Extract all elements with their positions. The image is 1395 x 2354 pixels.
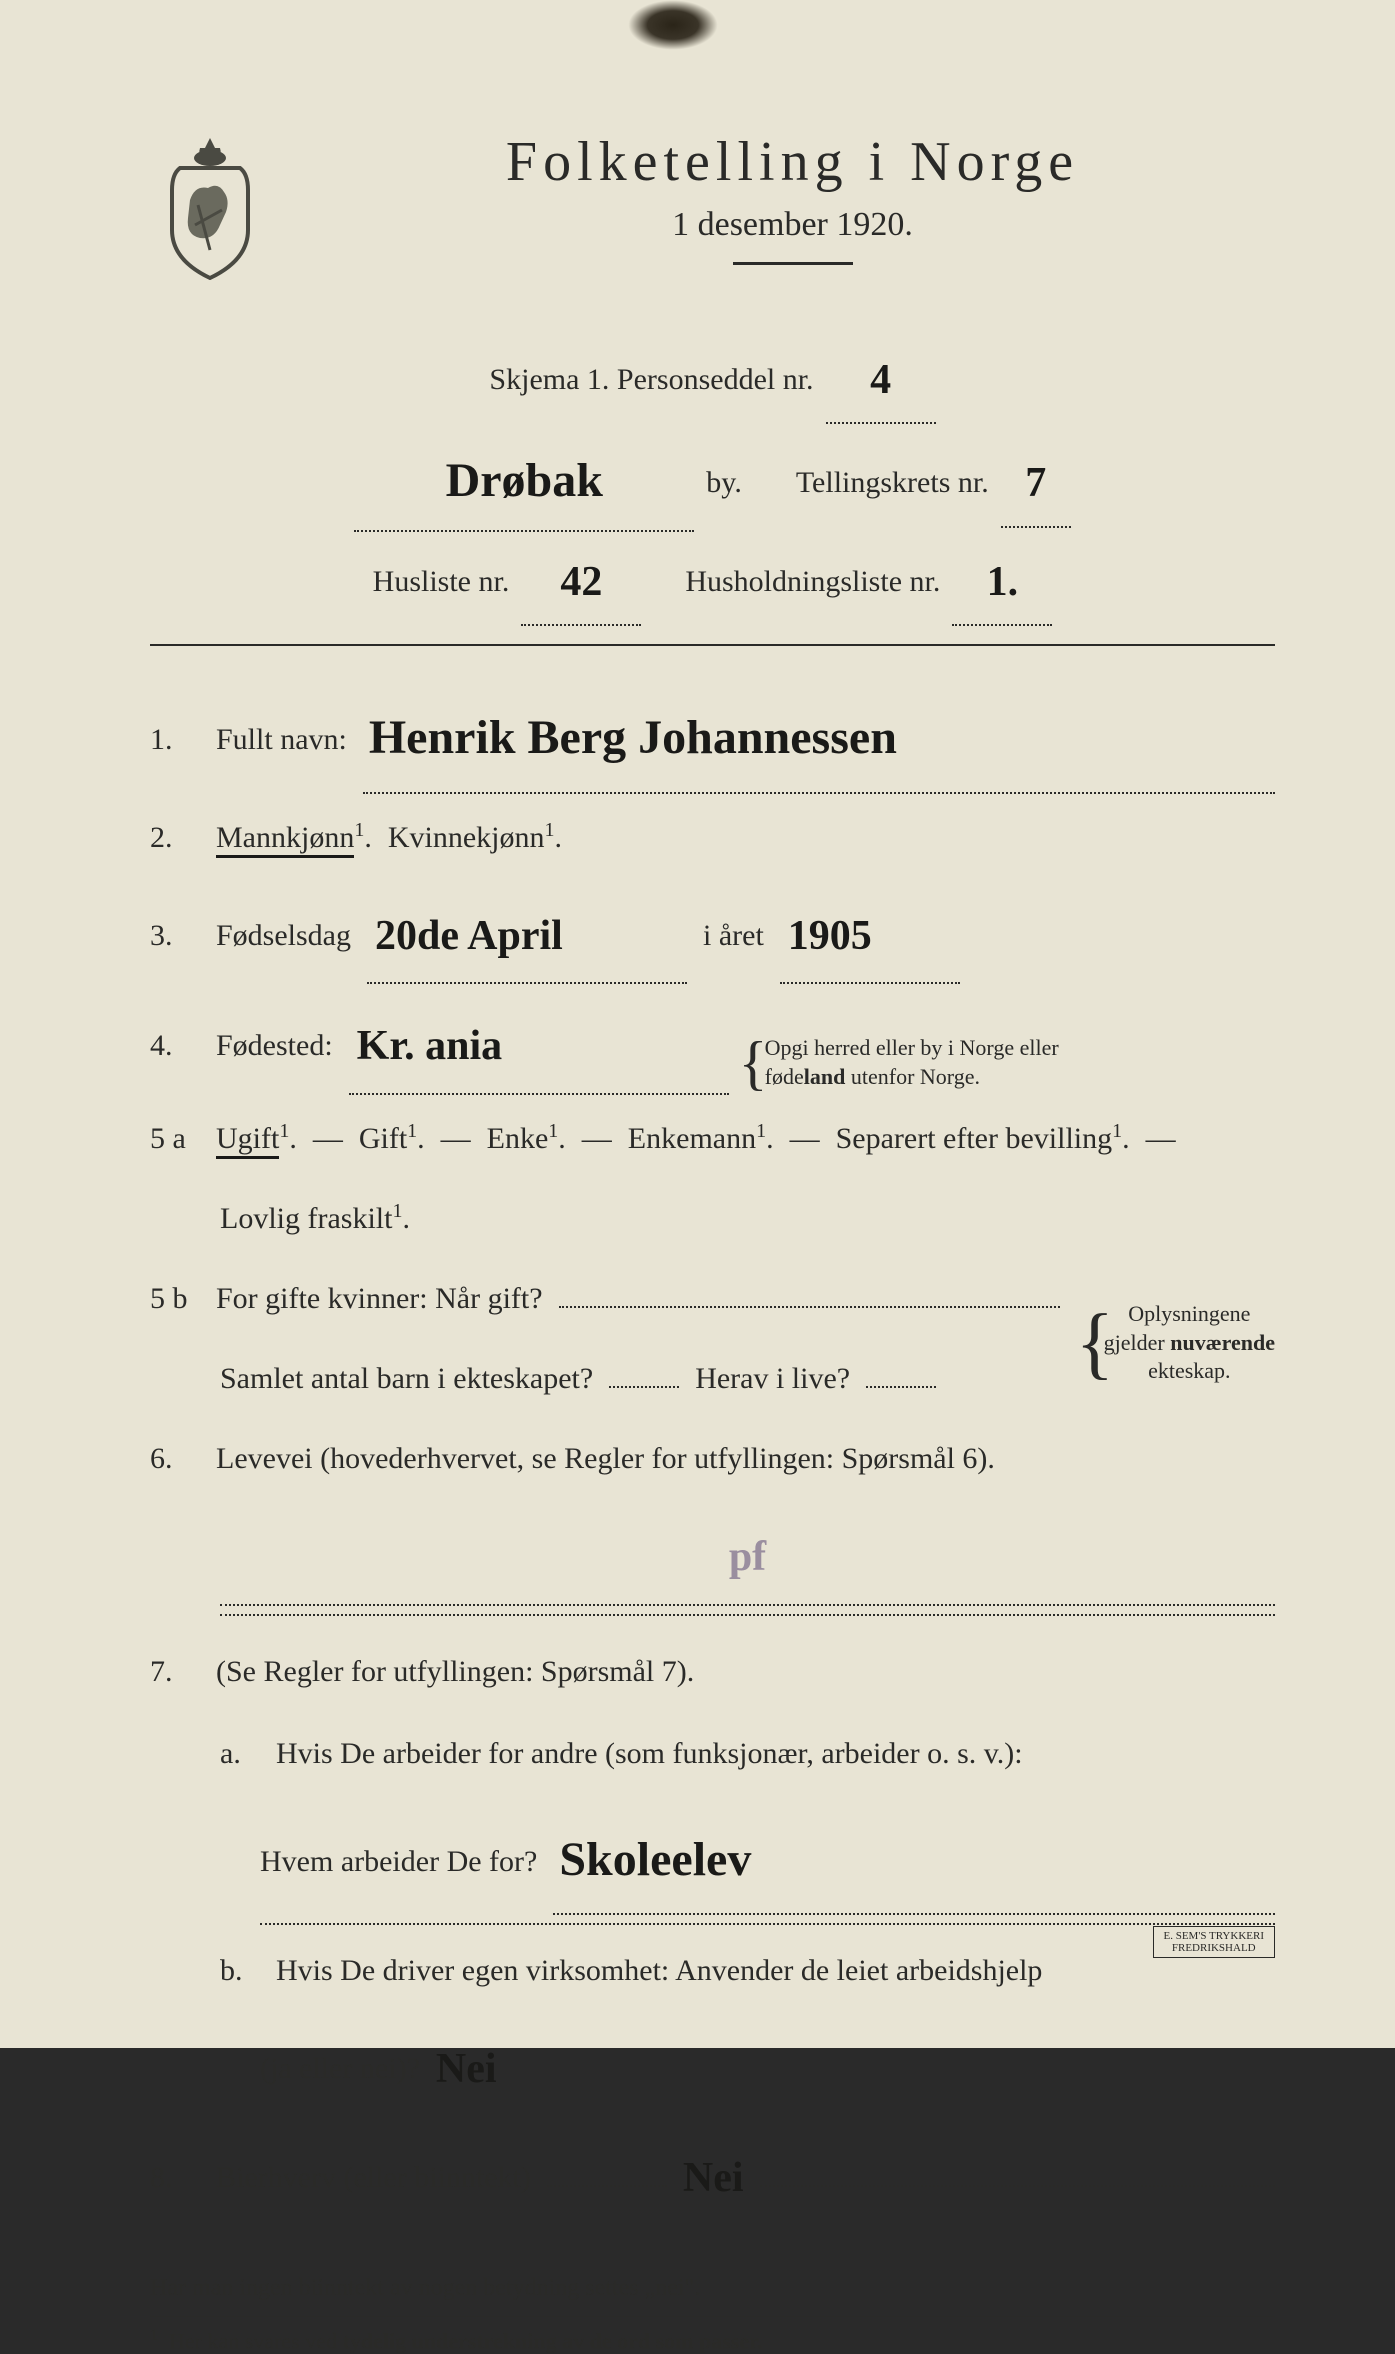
q4-note: Opgi herred eller by i Norge eller fødel… [745,1034,1085,1091]
q2-mann: Mannkjønn1. [216,802,372,874]
q5a-gift: Gift1. [359,1103,425,1175]
skjema-label: Skjema 1. Personseddel nr. [489,347,813,413]
q5b-block: 5 b For gifte kvinner: Når gift? Samlet … [150,1263,1275,1423]
q7-row: 7. (Se Regler for utfyllingen: Spørsmål … [150,1636,1275,1708]
q5b-label1: For gifte kvinner: Når gift? [216,1263,543,1335]
q3-label: Fødselsdag [216,900,351,972]
q7b-label1: Hvis De driver egen virksomhet: Anvender… [276,1935,1042,2007]
husliste-nr: 42 [560,536,602,628]
footnote: 1 Her kan svares ved tydelig understrekn… [150,2316,1275,2354]
tellingskrets-nr: 7 [1025,437,1046,529]
q5a-ugift: Ugift1. [216,1103,297,1175]
header: Folketelling i Norge 1 desember 1920. [150,130,1275,280]
q8-row: 8. Bierhverv (eller biinntekt) Nei [150,2124,1275,2225]
by-label: by. [706,450,742,516]
norwegian-crest-icon [150,130,270,280]
paper-smudge [628,0,718,50]
q5a-separert: Separert efter bevilling1. [836,1103,1130,1175]
q3-year-label: i året [703,900,764,972]
q4-value: Kr. ania [357,996,502,1097]
q8-label: Bierhverv (eller biinntekt) [216,2142,531,2214]
q3-row: 3. Fødselsdag 20de April i året 1905 [150,882,1275,985]
q5a-fraskilt: Lovlig fraskilt1. [220,1183,410,1255]
q1-value: Henrik Berg Johannessen [369,680,897,795]
q7a-num: a. [220,1718,260,1790]
q7a-value: Skoleelev [559,1802,751,1917]
q5b-note: Oplysningene gjelder nuværende ekteskap. [1080,1300,1275,1386]
q4-label: Fødested: [216,1010,333,1082]
q7a-label1: Hvis De arbeider for andre (som funksjon… [276,1718,1023,1790]
q3-year: 1905 [788,886,872,987]
q4-num: 4. [150,1010,200,1082]
q8-num: 8. [150,2142,200,2214]
q5a-row2: Lovlig fraskilt1. [150,1183,1275,1255]
q5b-label3: Herav i live? [695,1343,850,1415]
personseddel-nr: 4 [870,334,891,426]
q8-value: Nei [683,2128,744,2229]
title-rule [733,262,853,265]
q5b-label2: Samlet antal barn i ekteskapet? [220,1343,593,1415]
q7a-block: a. Hvis De arbeider for andre (som funks… [220,1718,1275,1925]
form-body: 1. Fullt navn: Henrik Berg Johannessen 2… [150,676,1275,2224]
q1-num: 1. [150,704,200,776]
q7b-num: b. [220,1935,260,2007]
q3-day: 20de April [375,886,563,987]
q7b-block: b. Hvis De driver egen virksomhet: Anven… [220,1935,1275,2116]
title-block: Folketelling i Norge 1 desember 1920. [310,130,1275,265]
q7b-value: Nei [436,2019,497,2120]
q7-num: 7. [150,1636,200,1708]
q3-num: 3. [150,900,200,972]
q5a-row: 5 a Ugift1. — Gift1. — Enke1. — Enkemann… [150,1103,1275,1175]
q7-intro: (Se Regler for utfyllingen: Spørsmål 7). [216,1636,694,1708]
q1-label: Fullt navn: [216,704,347,776]
subtitle: 1 desember 1920. [310,206,1275,244]
section-rule [150,644,1275,646]
q5a-enkemann: Enkemann1. [628,1103,774,1175]
form-meta: Skjema 1. Personseddel nr. 4 Drøbak by. … [150,330,1275,626]
q6-value: pf [729,1507,766,1608]
q6-label: Levevei (hovederhvervet, se Regler for u… [216,1423,995,1495]
husholdning-nr: 1. [987,536,1019,628]
main-title: Folketelling i Norge [310,130,1275,194]
q1-row: 1. Fullt navn: Henrik Berg Johannessen [150,676,1275,793]
husholdning-label: Husholdningsliste nr. [685,549,940,615]
by-value: Drøbak [446,428,603,534]
printer-stamp: E. SEM'S TRYKKERI FREDRIKSHALD [1153,1926,1276,1958]
q6-num: 6. [150,1423,200,1495]
q5a-num: 5 a [150,1103,200,1175]
q4-row: 4. Fødested: Kr. ania Opgi herred eller … [150,992,1275,1095]
q7a-label2: Hvem arbeider De for? [260,1826,537,1898]
q2-row: 2. Mannkjønn1. Kvinnekjønn1. [150,802,1275,874]
q6-value-row: pf [150,1503,1275,1606]
q2-num: 2. [150,802,200,874]
q5b-num: 5 b [150,1263,200,1335]
footer-note: Har man ingen biinntekt av nogen betydni… [150,2275,1275,2302]
census-form-page: Folketelling i Norge 1 desember 1920. Sk… [0,0,1395,2048]
q6-row: 6. Levevei (hovederhvervet, se Regler fo… [150,1423,1275,1495]
q2-kvinne: Kvinnekjønn1. [388,802,562,874]
q5a-enke: Enke1. [487,1103,566,1175]
tellingskrets-label: Tellingskrets nr. [796,450,989,516]
q7b-label2: (ja eller nei)? [260,2033,420,2105]
husliste-label: Husliste nr. [373,549,510,615]
